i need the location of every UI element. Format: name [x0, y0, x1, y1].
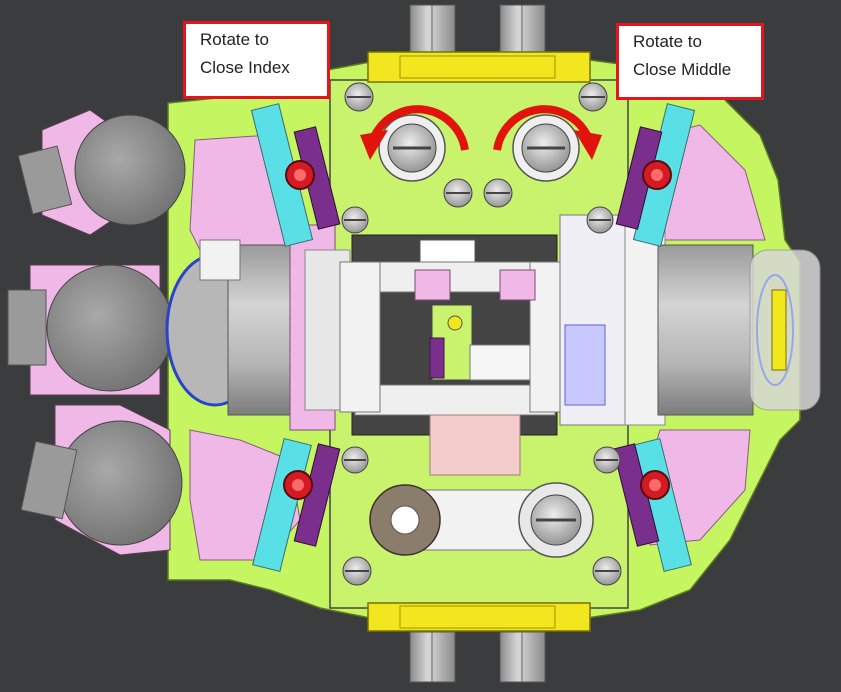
top-yellow-bar [367, 51, 591, 83]
rotate-ccw-arrow-icon [360, 105, 469, 160]
red-tendon-knobs [283, 160, 672, 500]
bottom-hex-nuts [409, 631, 546, 683]
right-cylinder [559, 214, 821, 426]
callout-rotate-close-middle: Rotate to Close Middle [616, 23, 764, 100]
center-mechanism [339, 234, 606, 476]
left-finger-modules [7, 109, 186, 556]
callout-rotate-close-index: Rotate to Close Index [183, 21, 330, 99]
rotate-cw-arrow-icon [493, 105, 602, 160]
middle-spool-screw [512, 114, 580, 182]
bottom-rollers [369, 482, 594, 558]
bottom-yellow-bar [367, 602, 591, 632]
screws [341, 82, 622, 586]
index-spool-screw [378, 114, 446, 182]
